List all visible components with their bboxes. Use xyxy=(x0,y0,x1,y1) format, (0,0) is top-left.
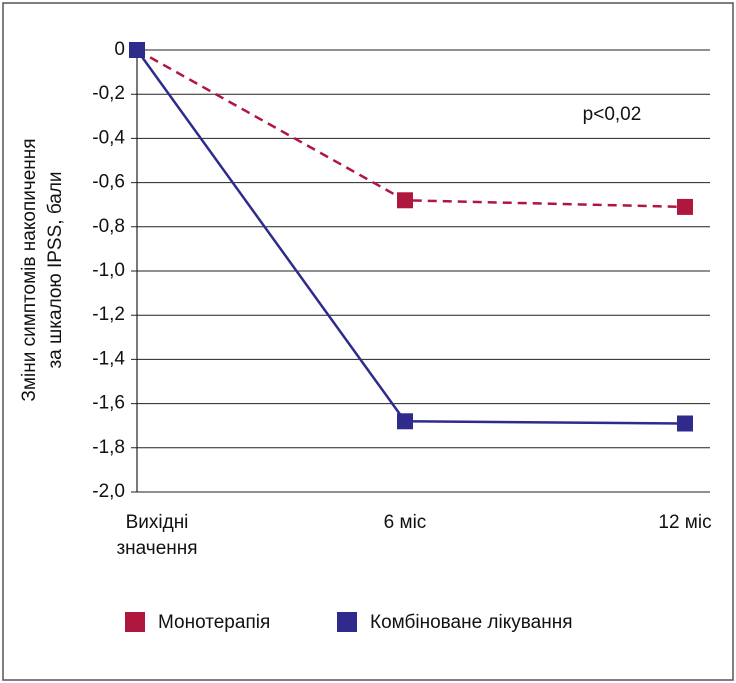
y-tick-label: -1,6 xyxy=(92,393,125,414)
marker xyxy=(129,42,145,58)
y-tick-label: -0,6 xyxy=(92,172,125,193)
y-tick-label: -2,0 xyxy=(92,481,125,502)
y-tick-label: 0 xyxy=(114,39,125,60)
legend-label: Монотерапія xyxy=(158,612,270,633)
y-axis-label: за шкалою IPSS, бали xyxy=(45,171,66,368)
marker xyxy=(677,415,693,432)
y-tick-label: -0,8 xyxy=(92,216,125,237)
y-tick-label: -0,4 xyxy=(92,127,125,148)
marker xyxy=(397,413,413,430)
y-tick-label: -1,0 xyxy=(92,260,125,281)
x-tick-label: 12 міс xyxy=(658,512,712,533)
marker xyxy=(397,192,413,209)
y-tick-label: -1,2 xyxy=(92,304,125,325)
y-tick-label: -1,4 xyxy=(92,348,125,369)
annotation: p<0,02 xyxy=(583,104,642,125)
y-tick-label: -1,8 xyxy=(92,437,125,458)
x-tick-label: Вихідні значення xyxy=(116,512,198,559)
legend-swatch xyxy=(337,612,357,632)
x-tick-label: 6 міс xyxy=(383,512,427,533)
y-tick-label: -0,2 xyxy=(92,83,125,104)
legend-label: Комбіноване лікування xyxy=(370,612,573,633)
legend-swatch xyxy=(125,612,145,632)
y-axis-label: Зміни симптомів накопичення xyxy=(19,138,40,401)
marker xyxy=(677,198,693,215)
